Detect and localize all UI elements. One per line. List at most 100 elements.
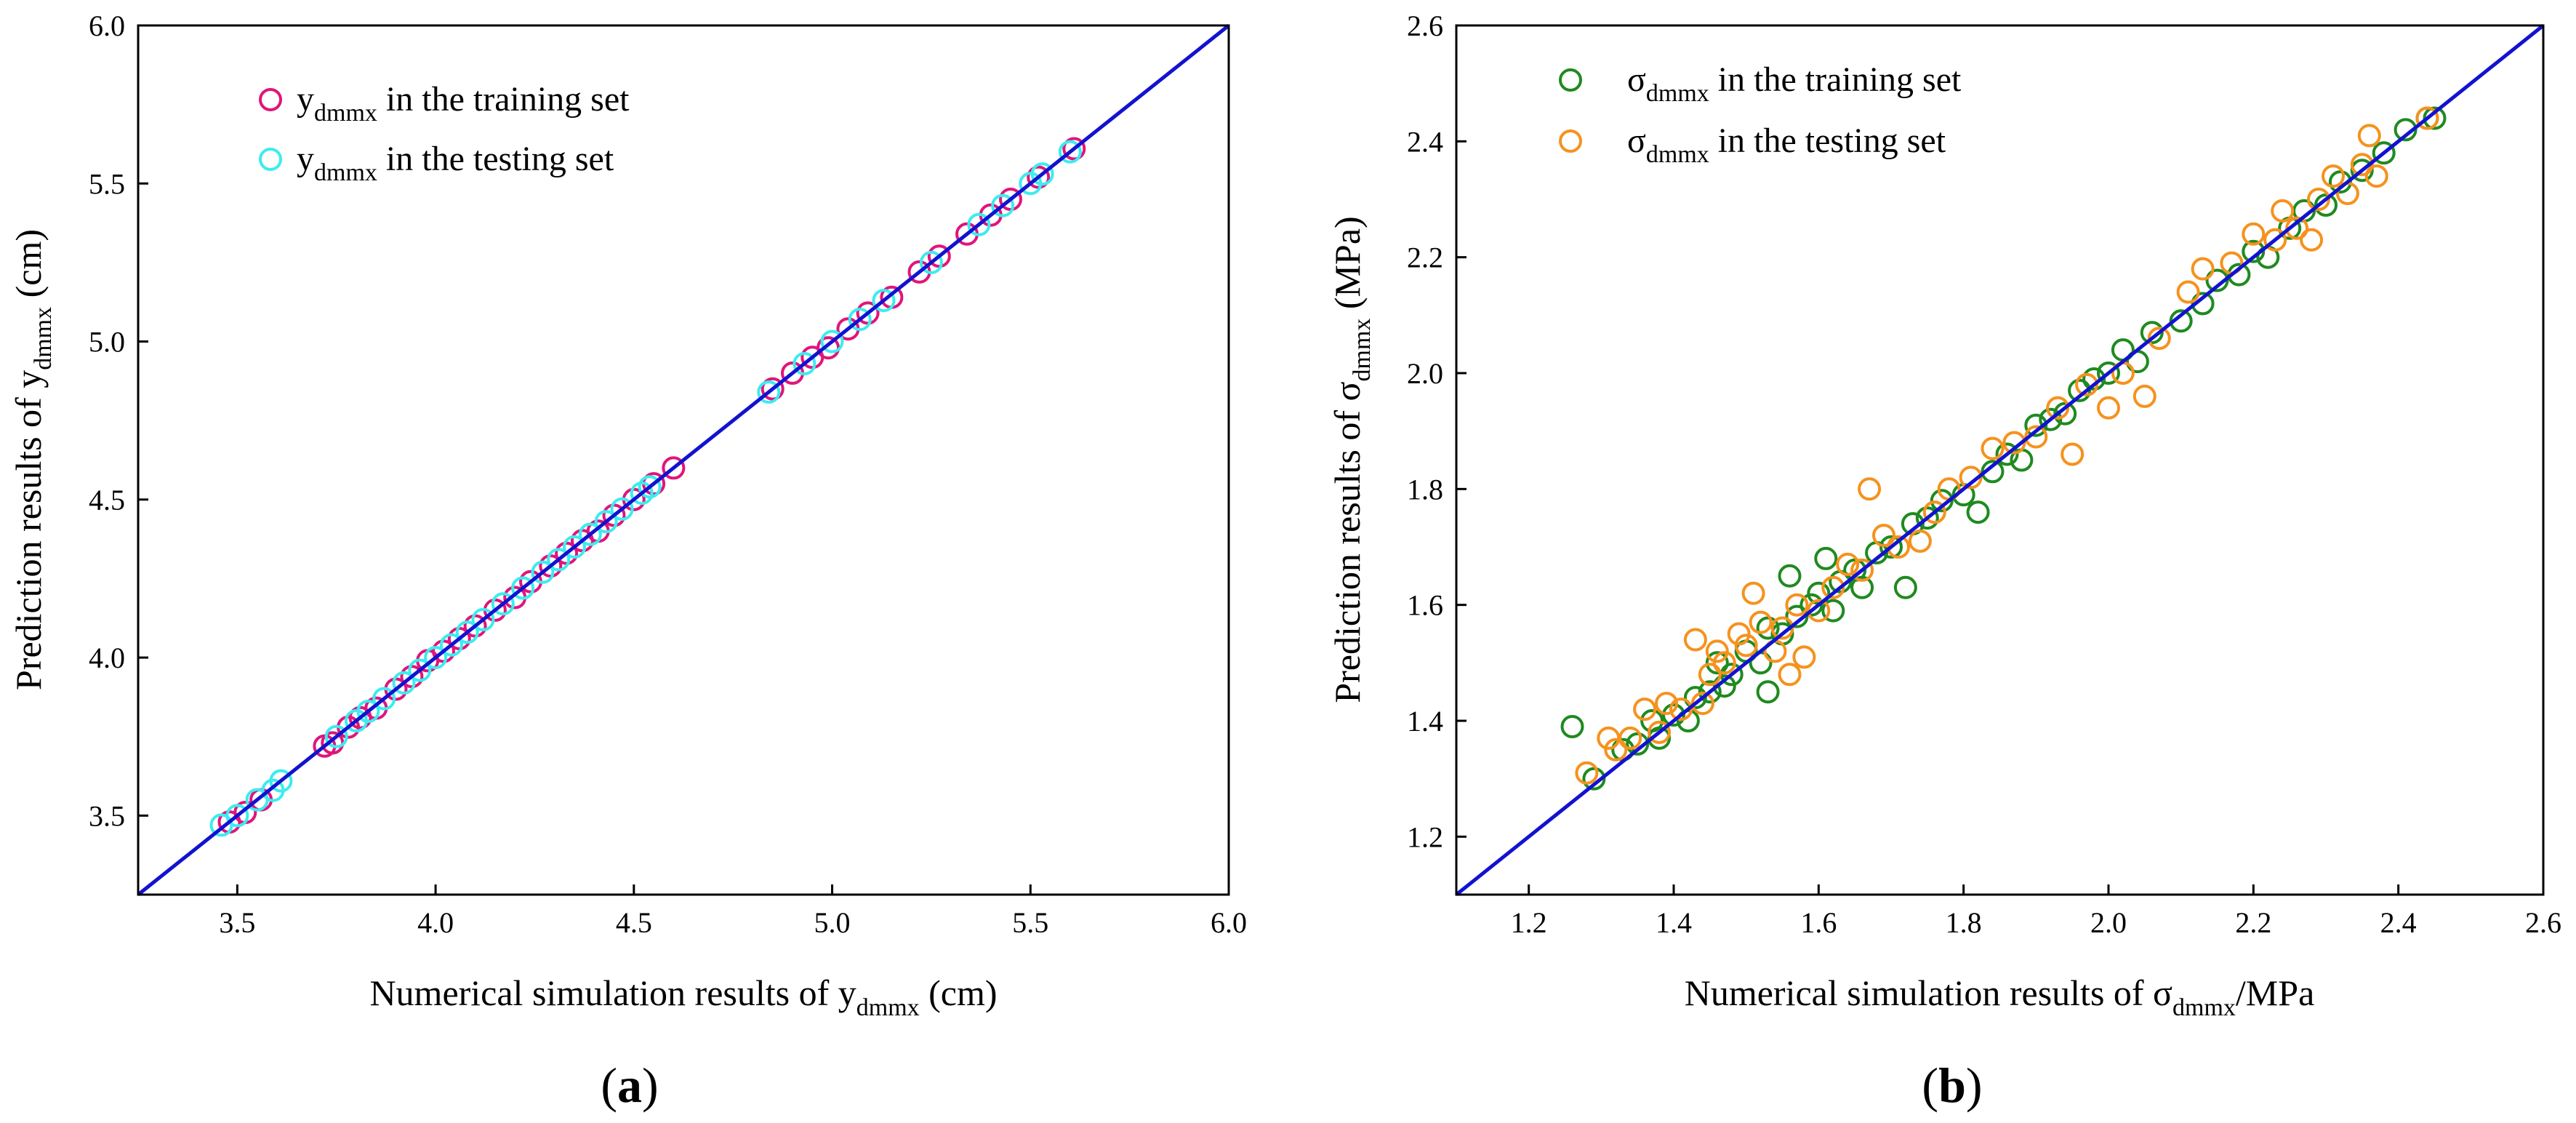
test-point-15 bbox=[1741, 581, 1765, 605]
x-tick-label-5: 6.0 bbox=[1211, 906, 1247, 939]
test-point-32 bbox=[991, 193, 1015, 217]
train-point-43 bbox=[2097, 361, 2120, 385]
train-point-35 bbox=[1981, 460, 2005, 484]
train-point-58 bbox=[2372, 141, 2396, 165]
test-point-10 bbox=[1698, 663, 1722, 687]
y-tick-label-4: 2.0 bbox=[1407, 357, 1443, 390]
test-point-12 bbox=[439, 633, 463, 657]
test-point-43 bbox=[2176, 280, 2200, 304]
test-point-52 bbox=[2322, 164, 2345, 188]
train-point-29 bbox=[1893, 575, 1917, 599]
test-point-2 bbox=[1604, 738, 1628, 762]
test-point-16 bbox=[1749, 610, 1773, 634]
test-point-22 bbox=[1807, 599, 1831, 623]
test-point-19 bbox=[563, 535, 586, 559]
test-point-18 bbox=[547, 548, 571, 572]
test-point-56 bbox=[2364, 164, 2388, 188]
test-point-57 bbox=[2415, 106, 2439, 130]
train-point-36 bbox=[1995, 442, 2019, 466]
test-point-11 bbox=[1705, 639, 1729, 663]
x-tick-label-4: 2.0 bbox=[2090, 906, 2127, 939]
panel-b-legend-test-label: σdmmx in the testing set bbox=[1627, 121, 1946, 168]
panel-a-legend: ydmmx in the training set ydmmx in the t… bbox=[259, 80, 630, 186]
x-tick-label-3: 5.0 bbox=[814, 906, 851, 939]
panel-b-legend: σdmmx in the training set σdmmx in the t… bbox=[1559, 60, 1962, 168]
y-tick-label-0: 1.2 bbox=[1407, 820, 1443, 853]
y-tick-label-1: 1.4 bbox=[1407, 705, 1443, 738]
test-point-34 bbox=[1030, 162, 1054, 186]
train-point-28 bbox=[1879, 535, 1903, 559]
test-point-7 bbox=[1669, 698, 1693, 722]
test-point-47 bbox=[2263, 228, 2287, 252]
test-point-19 bbox=[1778, 663, 1802, 687]
test-point-35 bbox=[2024, 425, 2048, 449]
test-point-1 bbox=[225, 804, 249, 828]
x-tick-label-1: 1.4 bbox=[1656, 906, 1692, 939]
x-tick-label-7: 2.6 bbox=[2525, 906, 2561, 939]
test-point-29 bbox=[872, 289, 896, 313]
panel-a-reference-line bbox=[137, 24, 1230, 896]
panel-a-y-axis-title: Prediction results of ydmmx (cm) bbox=[8, 229, 57, 690]
train-point-25 bbox=[761, 377, 785, 401]
y-tick-label-5: 6.0 bbox=[89, 9, 125, 42]
test-point-12 bbox=[1712, 651, 1736, 675]
test-point-24 bbox=[638, 475, 662, 499]
test-point-28 bbox=[848, 308, 872, 332]
test-point-14 bbox=[1734, 634, 1758, 658]
train-point-22 bbox=[1814, 546, 1838, 570]
test-point-30 bbox=[919, 250, 943, 274]
panel-b-plot-frame bbox=[1455, 24, 2545, 896]
test-point-8 bbox=[1683, 628, 1707, 652]
test-point-8 bbox=[372, 687, 396, 711]
test-point-14 bbox=[471, 607, 495, 631]
panel-a-points bbox=[209, 137, 1086, 837]
panel-b-x-axis-title: Numerical simulation results of σdmmx/MP… bbox=[1685, 972, 2315, 1021]
train-point-15 bbox=[1756, 680, 1780, 704]
test-point-21 bbox=[1792, 645, 1816, 669]
test-point-15 bbox=[491, 592, 515, 616]
test-point-29 bbox=[1908, 529, 1932, 553]
y-tick-label-5: 2.2 bbox=[1407, 241, 1443, 274]
panel-a: 3.5 4.0 4.5 5.0 5.5 6.0 3.5 4.0 4.5 5.0 5.5 6.0 ydm… bbox=[8, 9, 1247, 1113]
test-point-3 bbox=[1618, 726, 1642, 750]
panel-b-y-axis-title: Prediction results of σdmmx (MPa) bbox=[1327, 216, 1376, 703]
test-point-5 bbox=[1648, 720, 1672, 744]
y-tick-label-2: 1.6 bbox=[1407, 589, 1443, 622]
test-point-7 bbox=[356, 700, 380, 723]
panel-a-legend-train-label: ydmmx in the training set bbox=[297, 80, 630, 127]
y-tick-label-6: 2.4 bbox=[1407, 125, 1443, 158]
y-tick-label-3: 1.8 bbox=[1407, 473, 1443, 505]
train-point-42 bbox=[2082, 367, 2106, 391]
panel-b-legend-train-marker bbox=[1559, 68, 1582, 92]
train-point-18 bbox=[1778, 564, 1802, 588]
panel-a-plot-frame bbox=[137, 24, 1230, 896]
test-point-55 bbox=[2357, 124, 2381, 148]
y-tick-label-4: 5.5 bbox=[89, 167, 125, 200]
test-point-21 bbox=[594, 510, 618, 534]
test-point-39 bbox=[2097, 396, 2120, 420]
test-point-26 bbox=[793, 352, 816, 375]
test-point-48 bbox=[2271, 199, 2295, 223]
test-point-16 bbox=[511, 576, 535, 600]
test-point-44 bbox=[2191, 257, 2215, 281]
panel-a-legend-test-label: ydmmx in the testing set bbox=[297, 140, 614, 186]
panel-b-reference-line bbox=[1455, 24, 2545, 896]
x-tick-label-4: 5.5 bbox=[1012, 906, 1048, 939]
test-point-27 bbox=[1872, 524, 1895, 548]
test-point-27 bbox=[820, 329, 844, 353]
test-point-23 bbox=[1821, 575, 1845, 599]
train-point-24 bbox=[662, 456, 686, 480]
test-point-26 bbox=[1858, 477, 1882, 501]
x-tick-label-2: 1.6 bbox=[1800, 906, 1837, 939]
test-point-30 bbox=[1922, 500, 1946, 524]
x-tick-label-0: 3.5 bbox=[219, 906, 255, 939]
x-tick-label-6: 2.4 bbox=[2380, 906, 2417, 939]
x-tick-label-1: 4.0 bbox=[417, 906, 454, 939]
train-point-9 bbox=[1698, 680, 1722, 704]
test-point-4 bbox=[269, 769, 293, 793]
panel-b: 1.2 1.4 1.6 1.8 2.0 2.2 2.4 2.6 1.2 1.4 1.6 1.8 2.0 2… bbox=[1327, 9, 2561, 1113]
train-point-0 bbox=[1560, 715, 1584, 738]
panel-b-legend-test-marker bbox=[1559, 129, 1582, 153]
test-point-6 bbox=[1655, 692, 1678, 716]
train-point-38 bbox=[1062, 137, 1086, 161]
